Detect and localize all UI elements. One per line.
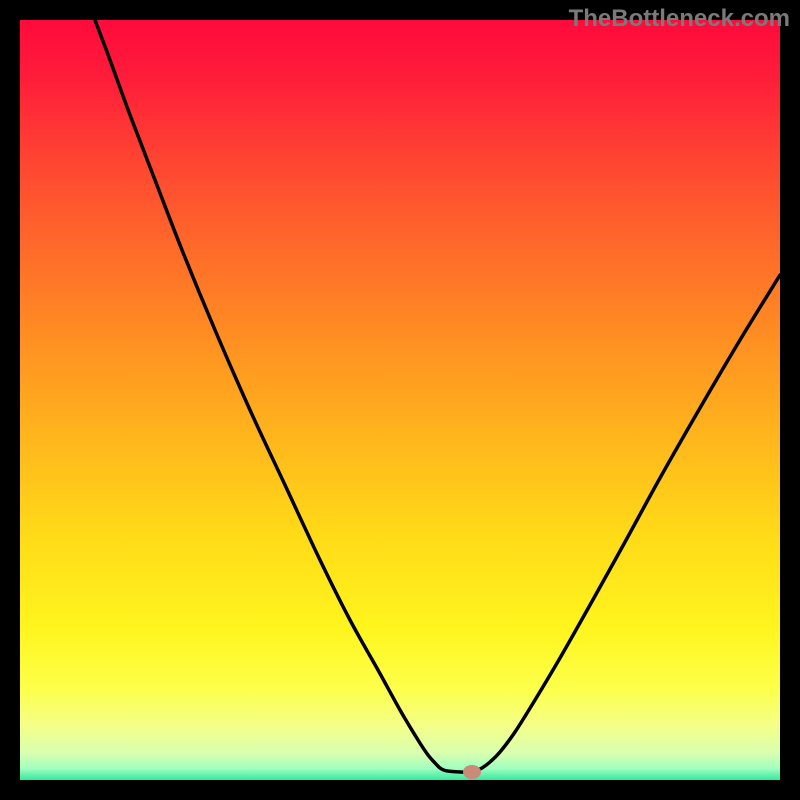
watermark-text: TheBottleneck.com bbox=[559, 0, 800, 38]
optimum-marker bbox=[463, 765, 481, 779]
bottleneck-chart bbox=[0, 0, 800, 800]
plot-background bbox=[20, 20, 780, 780]
chart-container: TheBottleneck.com bbox=[0, 0, 800, 800]
